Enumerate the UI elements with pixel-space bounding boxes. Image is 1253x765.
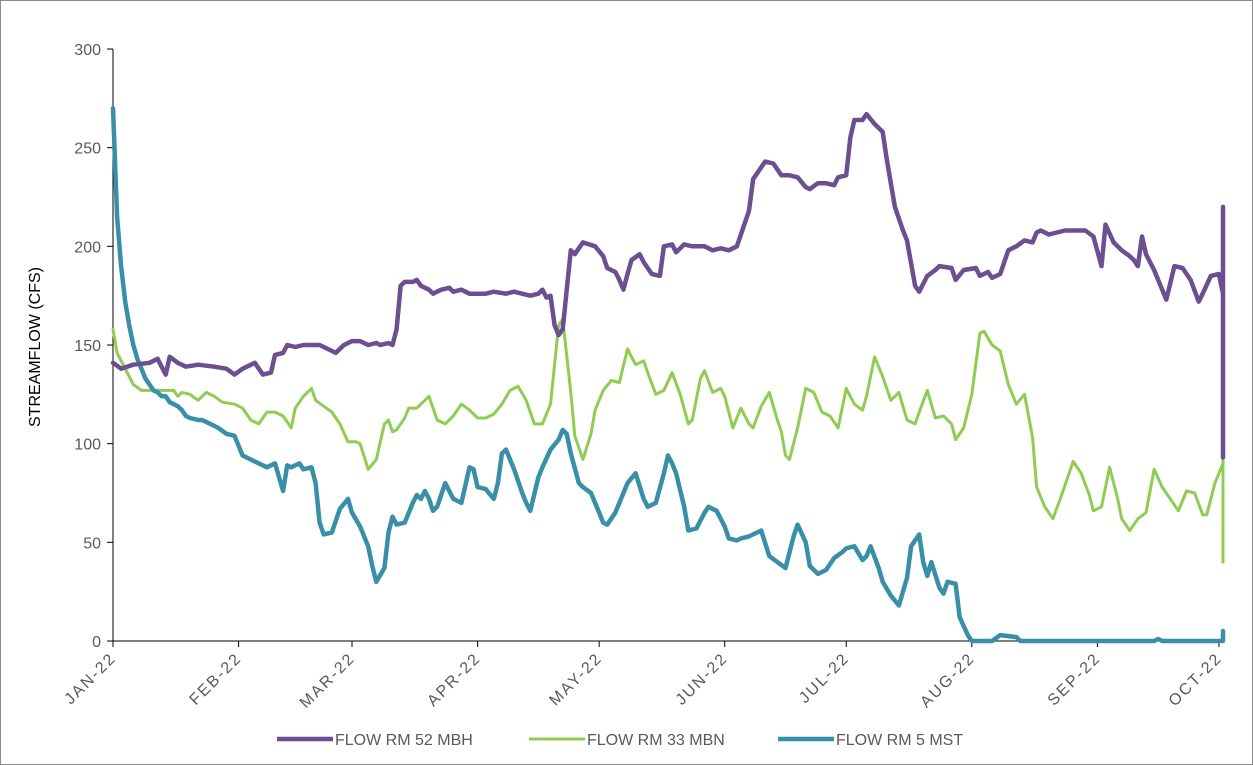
y-tick-label: 50 [83,535,101,552]
series-line-3 [110,105,1226,644]
x-tick-label: JAN-22 [62,650,120,708]
y-tick-label: 100 [74,437,101,454]
y-axis-label: STREAMFLOW (CFS) [27,267,44,427]
x-axis: JAN-22 FEB-22 MAR-22 APR-22 MAY-22 JUN-22 JUL-… [62,640,1226,712]
x-tick-label: JUN-22 [673,650,732,709]
x-tick-label: AUG-22 [917,650,978,711]
x-tick-label: SEP-22 [1045,650,1104,709]
legend-label: FLOW RM 33 MBN [587,732,725,749]
series-line-1 [110,111,1226,460]
y-tick-label: 150 [74,338,101,355]
y-tick-label: 300 [74,42,101,59]
series-line-2 [111,317,1225,564]
x-tick-label: MAY-22 [546,650,605,709]
legend-label: FLOW RM 5 MST [836,732,963,749]
legend: FLOW RM 52 MBH FLOW RM 33 MBN FLOW RM 5 MS… [277,732,963,749]
x-tick-label: OCT-22 [1166,650,1226,710]
x-tick-label: APR-22 [424,650,484,710]
x-tick-label: JUL-22 [796,650,853,707]
y-axis: 0 50 100 150 200 250 300 [74,42,114,651]
y-tick-label: 250 [74,141,101,158]
y-tick-label: 0 [92,634,101,651]
legend-label: FLOW RM 52 MBH [335,732,473,749]
x-tick-label: MAR-22 [297,650,359,712]
x-tick-label: FEB-22 [187,650,246,709]
series-layer [110,105,1226,644]
y-tick-label: 200 [74,239,101,256]
